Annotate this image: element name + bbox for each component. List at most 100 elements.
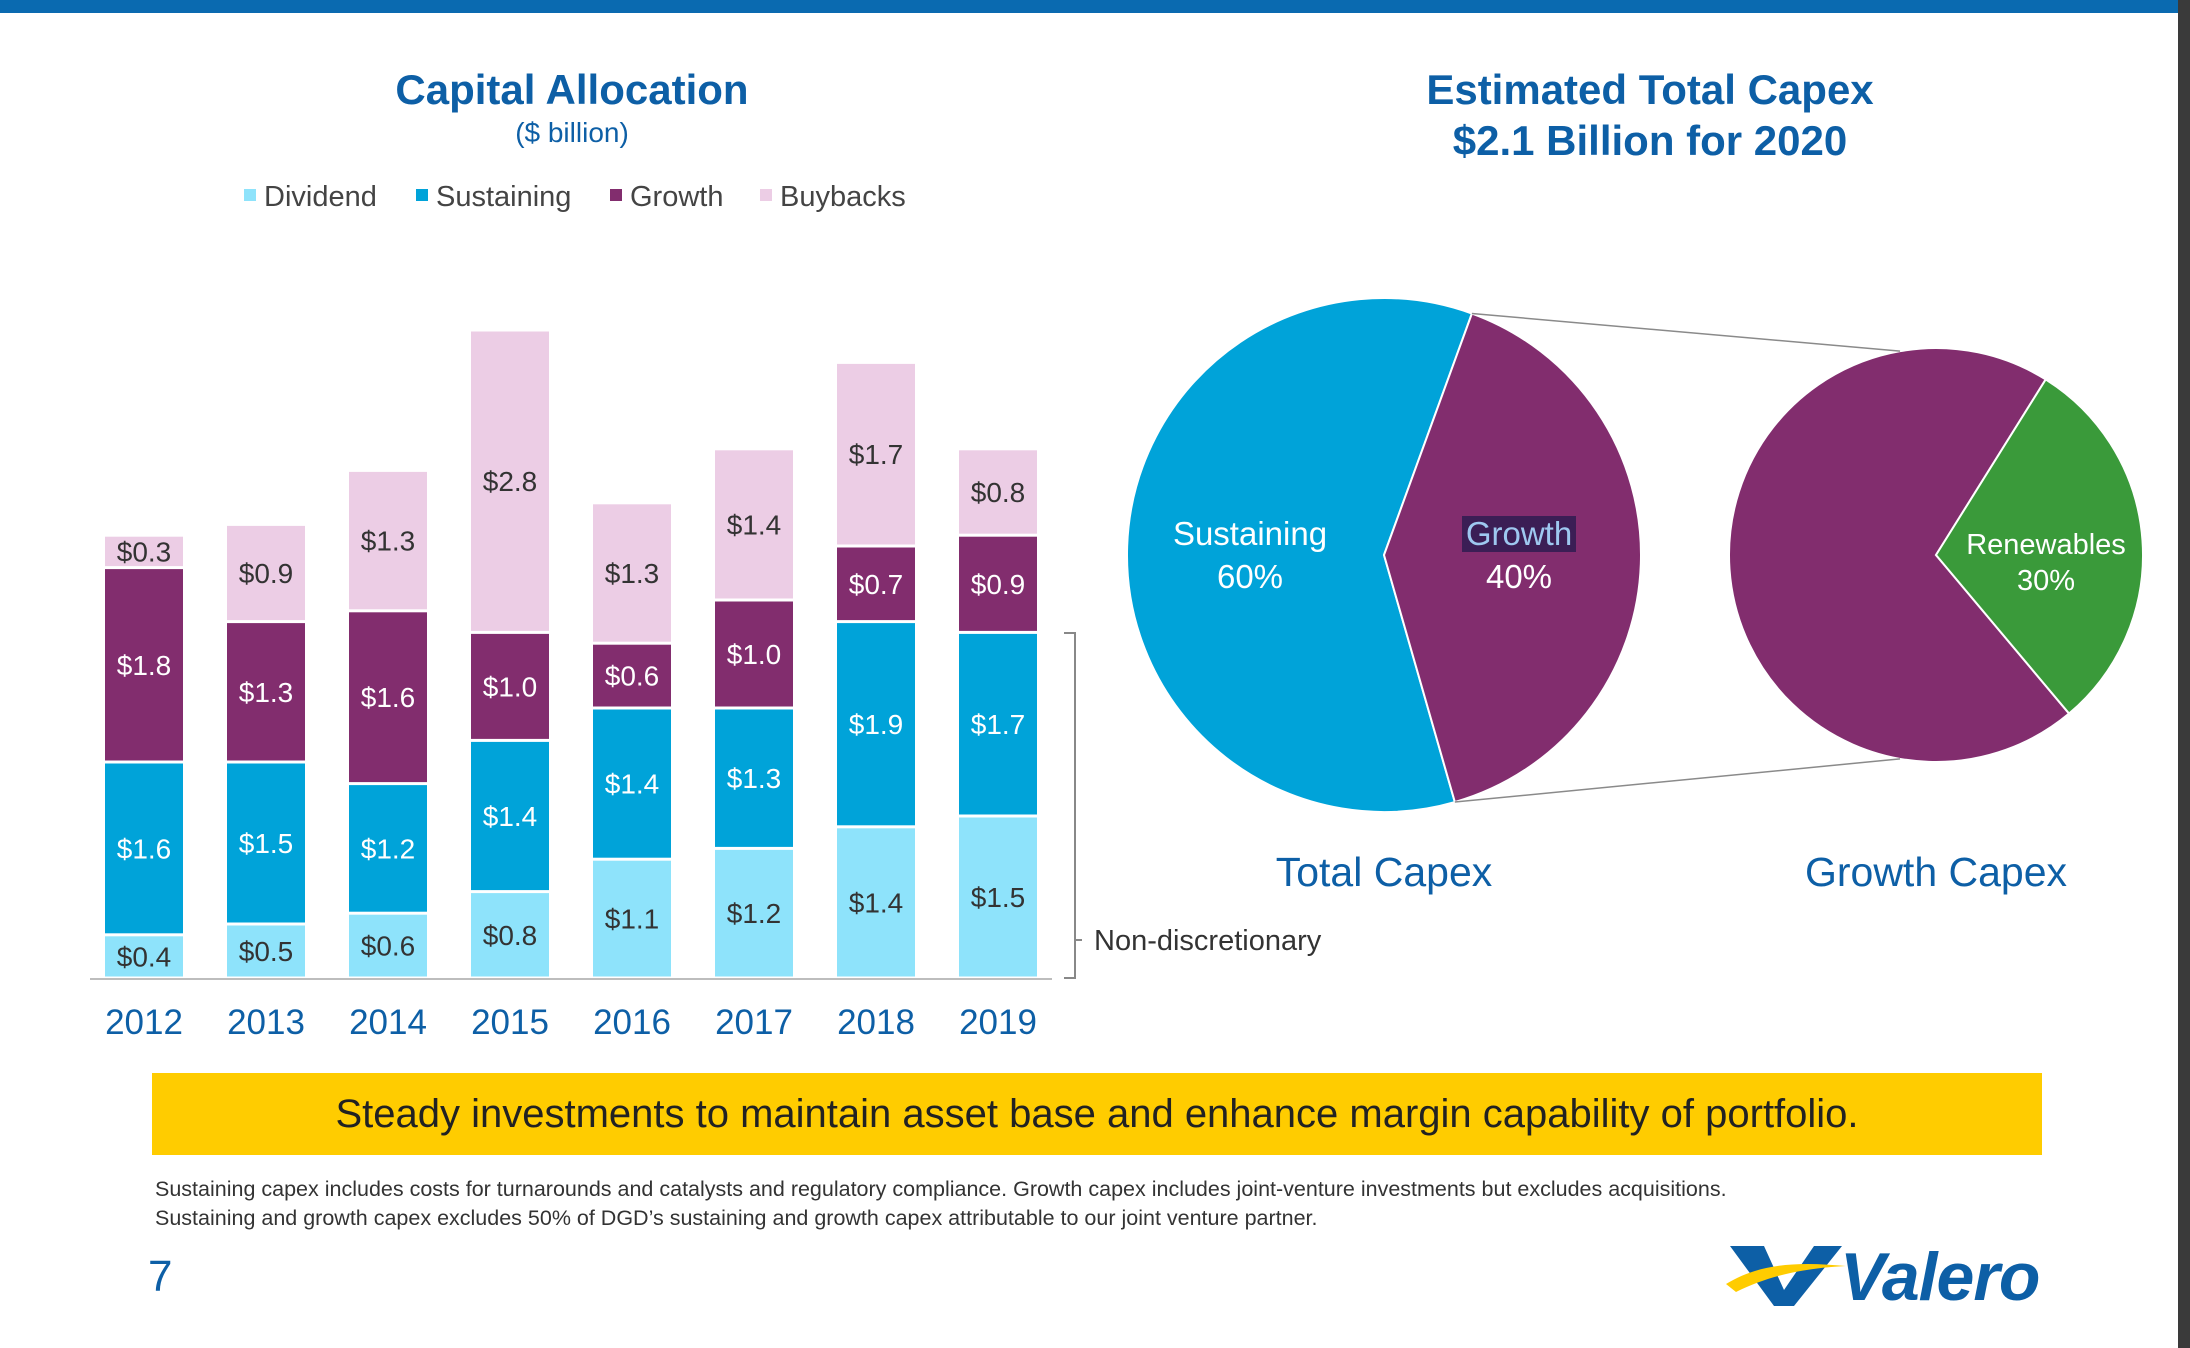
bar-growth-2013 [227,623,305,761]
bar-chart-legend: Dividend Sustaining Growth Buybacks [244,181,906,213]
bar-label-sustaining-2012: $1.6 [117,833,172,864]
takeaway-text: Steady investments to maintain asset bas… [335,1092,1859,1136]
bar-growth-2014 [349,612,427,783]
bar-label-dividend-2013: $0.5 [239,936,294,967]
legend-label-sustaining: Sustaining [436,181,571,213]
takeaway-banner [152,1073,2042,1155]
pie-caption-growth-capex: Growth Capex [1805,849,2068,895]
bar-label-dividend-2019: $1.5 [971,882,1026,913]
bar-buybacks-2015 [471,331,549,631]
bar-dividend-2013 [227,925,305,977]
bar-label-growth-2016: $0.6 [605,661,660,692]
bar-chart-title: Capital Allocation [395,66,749,113]
legend-label-dividend: Dividend [264,181,377,213]
pie-caption-total-capex: Total Capex [1276,849,1493,895]
bar-label-sustaining-2018: $1.9 [849,709,904,740]
x-tick-2018: 2018 [837,1003,915,1042]
bar-label-buybacks-2017: $1.4 [727,509,782,540]
x-tick-2015: 2015 [471,1003,549,1042]
bar-label-sustaining-2017: $1.3 [727,763,782,794]
bar-buybacks-2018 [837,363,915,545]
top-accent-bar [0,0,2178,13]
bar-label-dividend-2017: $1.2 [727,898,782,929]
bar-sustaining-2019 [959,633,1037,815]
pie-label-renewables-pct: 30% [2017,565,2075,597]
page-number: 7 [148,1252,173,1301]
bar-label-growth-2017: $1.0 [727,639,782,670]
pie-charts: Sustaining 60% Growth 40% Renewables 30% Total… [1126,297,2144,895]
bar-buybacks-2019 [959,450,1037,534]
bar-dividend-2019 [959,817,1037,977]
bar-sustaining-2012 [105,763,183,934]
bar-label-dividend-2015: $0.8 [483,920,538,951]
connector-top [1471,312,1901,352]
pie-slice-growth [1382,312,1642,804]
bar-growth-2012 [105,569,183,761]
bar-label-buybacks-2015: $2.8 [483,466,538,497]
bar-chart-subtitle: ($ billion) [515,117,629,148]
bar-buybacks-2016 [593,504,671,642]
pie-label-renewables-name: Renewables [1966,529,2126,561]
bar-label-buybacks-2018: $1.7 [849,439,904,470]
bar-sustaining-2015 [471,741,549,891]
bar-dividend-2017 [715,849,793,977]
bar-label-growth-2013: $1.3 [239,677,294,708]
bar-label-buybacks-2016: $1.3 [605,558,660,589]
legend-swatch-buybacks [760,189,772,201]
pie-slice-sustaining [1126,297,1474,813]
connector-bottom [1454,758,1901,803]
bar-label-sustaining-2016: $1.4 [605,769,660,800]
bar-label-sustaining-2013: $1.5 [239,828,294,859]
bar-growth-2016 [593,644,671,707]
capex-title-line2: $2.1 Billion for 2020 [1452,117,1848,164]
bar-label-growth-2014: $1.6 [361,682,416,713]
x-tick-2017: 2017 [715,1003,793,1042]
capex-title-line1: Estimated Total Capex [1426,66,1874,113]
bar-sustaining-2013 [227,763,305,923]
bar-label-buybacks-2013: $0.9 [239,558,294,589]
x-tick-2013: 2013 [227,1003,305,1042]
valero-logo-wordmark: Valero [1840,1239,2040,1315]
bar-buybacks-2014 [349,471,427,610]
pie-label-sustaining-name: Sustaining [1173,515,1327,552]
legend-swatch-dividend [244,189,256,201]
legend-swatch-sustaining [416,189,428,201]
bar-dividend-2014 [349,914,427,977]
bar-label-dividend-2012: $0.4 [117,941,172,972]
footnote-line-1: Sustaining capex includes costs for turn… [155,1177,1727,1201]
legend-swatch-growth [610,189,622,201]
bar-sustaining-2014 [349,785,427,912]
bracket-label: Non-discretionary [1094,925,1322,957]
bar-buybacks-2017 [715,450,793,599]
bar-growth-2015 [471,633,549,739]
bar-dividend-2012 [105,936,183,977]
bar-sustaining-2018 [837,623,915,826]
valero-v-logo-icon [1726,1246,1846,1306]
bar-label-buybacks-2019: $0.8 [971,477,1026,508]
bar-sustaining-2016 [593,709,671,858]
bar-buybacks-2012 [105,536,183,567]
pie-label-growth-name: Growth [1466,515,1572,552]
bar-dividend-2015 [471,893,549,977]
footnote-line-2: Sustaining and growth capex excludes 50%… [155,1206,1318,1230]
pie-label-growth-pct: 40% [1486,558,1552,595]
bar-label-dividend-2018: $1.4 [849,887,904,918]
bar-label-growth-2018: $0.7 [849,569,904,600]
bar-label-sustaining-2019: $1.7 [971,709,1026,740]
bar-buybacks-2013 [227,525,305,621]
x-tick-2014: 2014 [349,1003,427,1042]
bar-growth-2019 [959,536,1037,631]
stacked-bar-chart: $0.4 $1.6 $1.8 $0.3 2012 $0.5 $1.5 $1.3 $0.9 2013… [90,331,1052,1042]
legend-label-growth: Growth [630,181,723,213]
bar-label-buybacks-2014: $1.3 [361,526,416,557]
x-tick-2012: 2012 [105,1003,183,1042]
pie-label-sustaining-pct: 60% [1217,558,1283,595]
bar-growth-2017 [715,601,793,707]
bar-label-growth-2012: $1.8 [117,650,172,681]
legend-label-buybacks: Buybacks [780,181,906,213]
bar-dividend-2016 [593,860,671,977]
bar-sustaining-2017 [715,709,793,847]
x-tick-2019: 2019 [959,1003,1037,1042]
